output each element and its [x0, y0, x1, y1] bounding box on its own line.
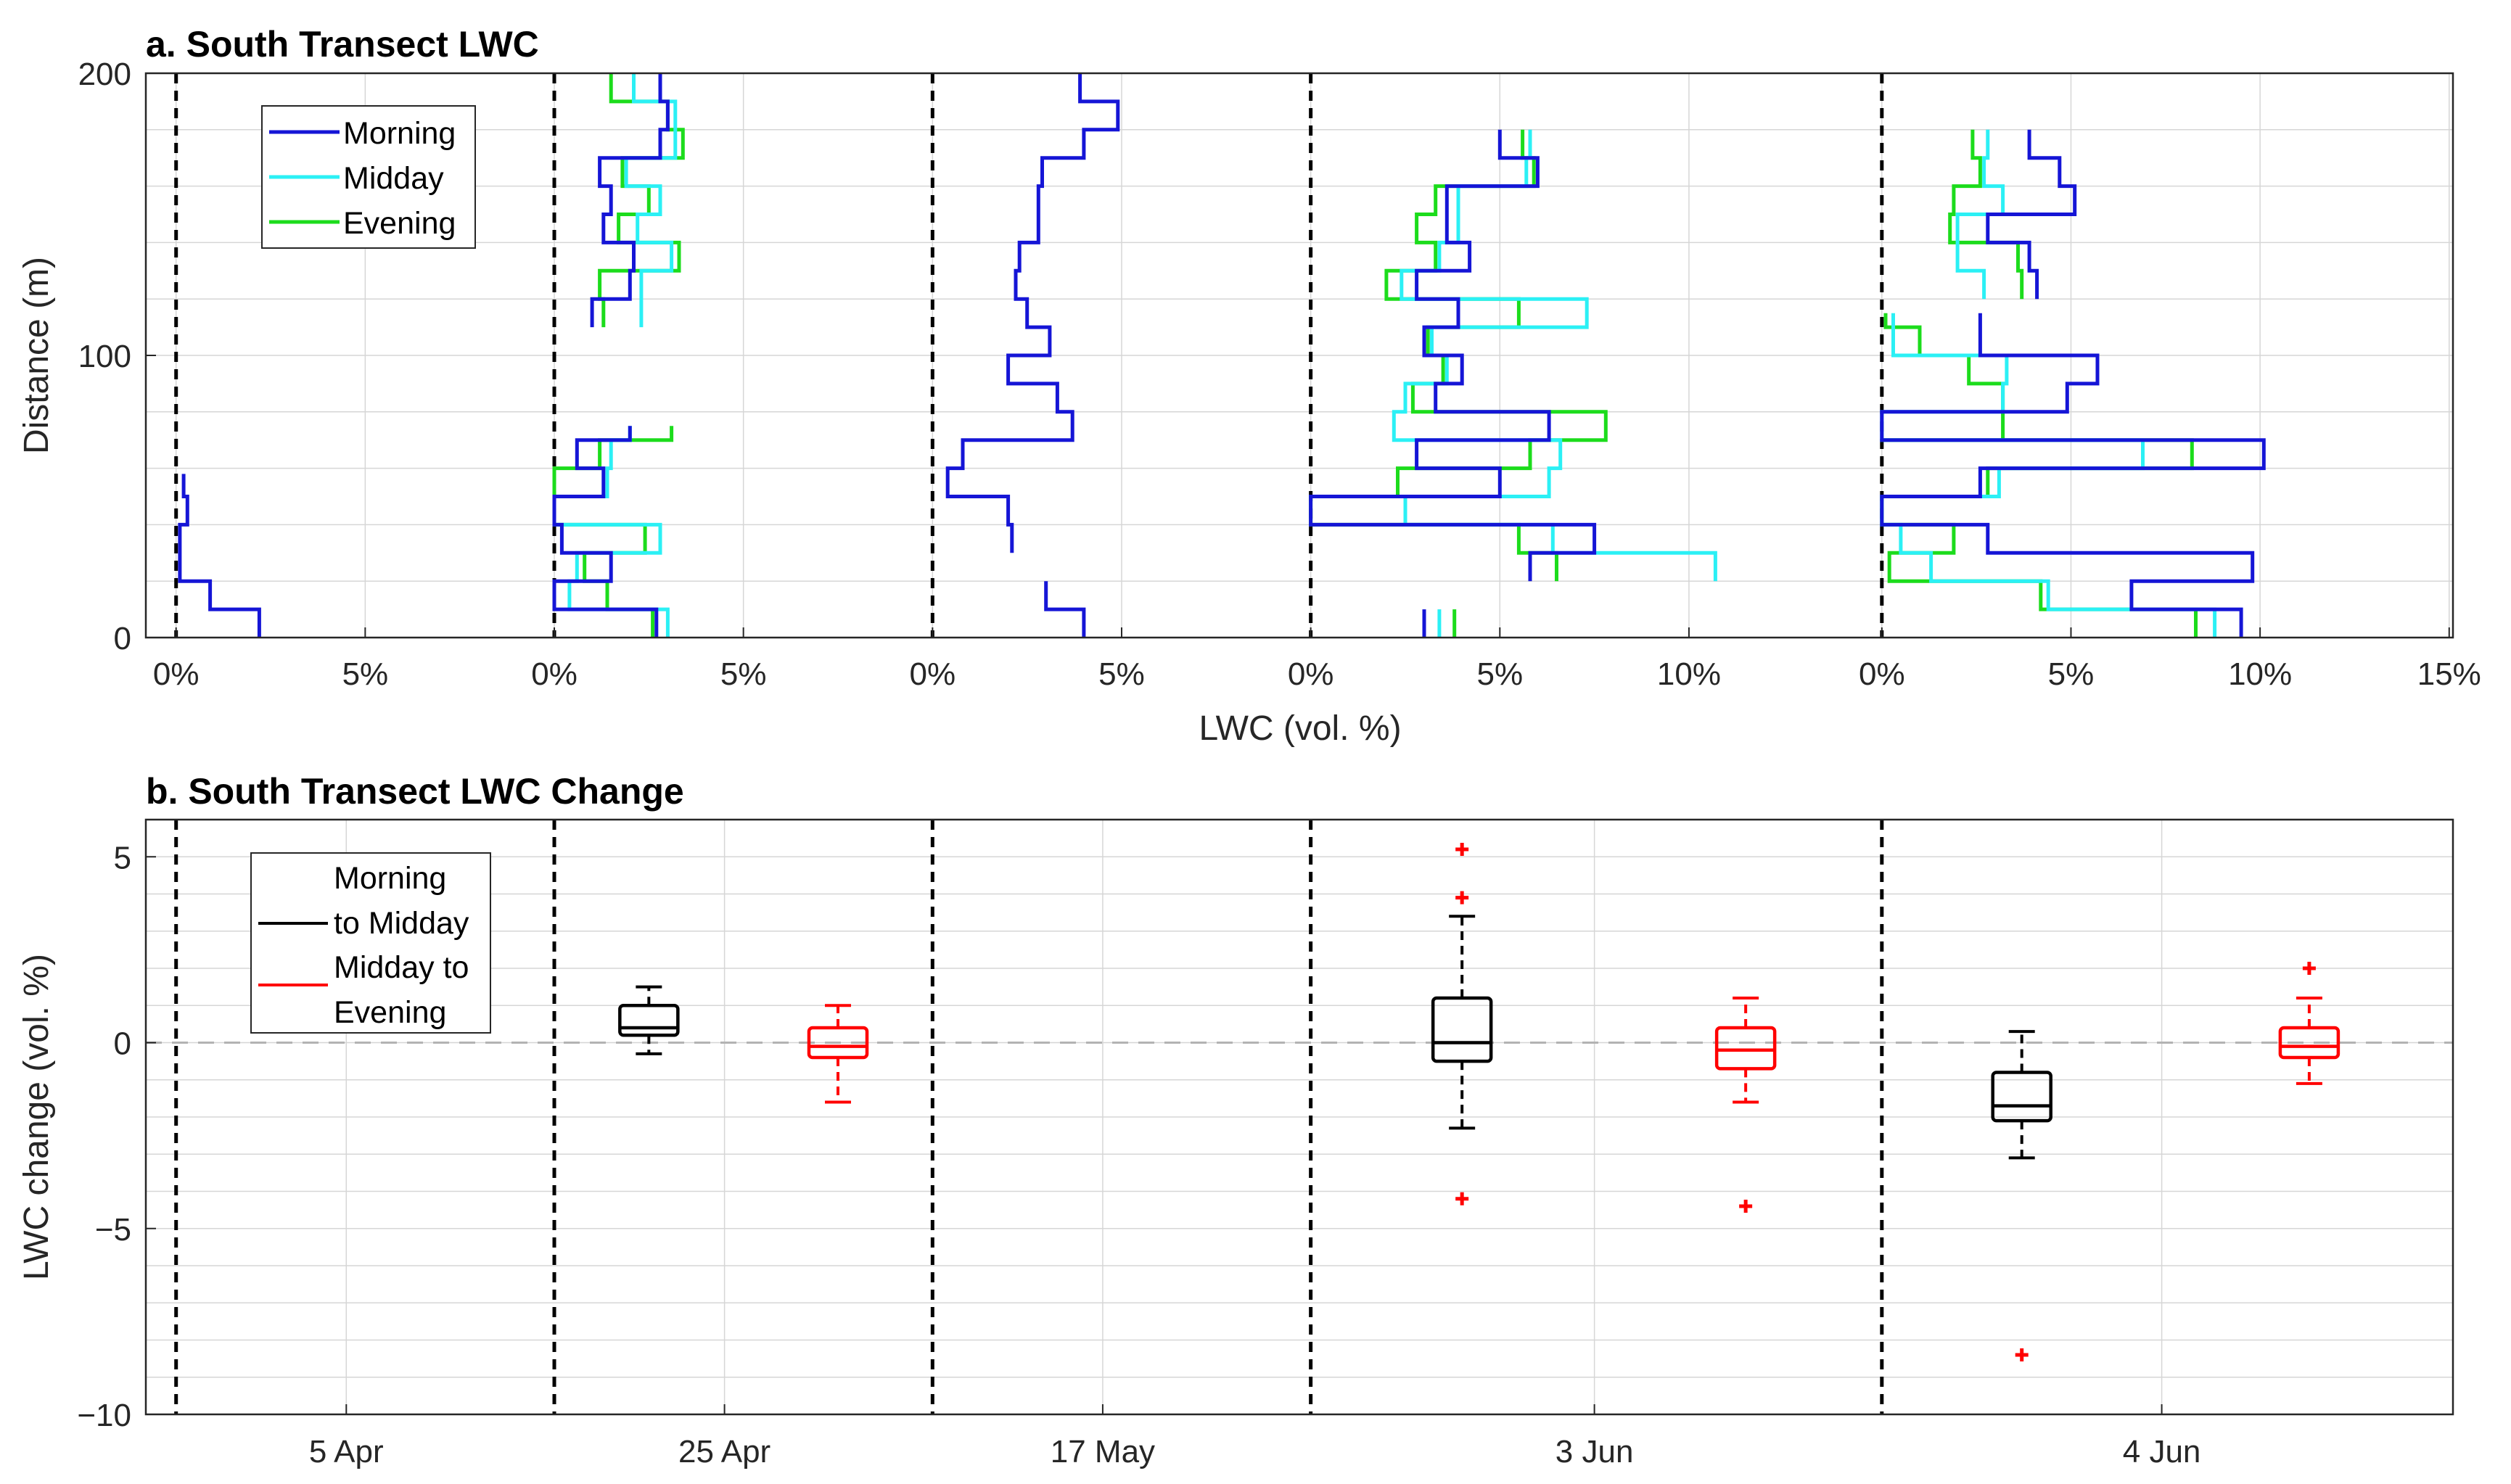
legend-morning-to-midday-label: Morning to Midday [334, 861, 469, 941]
legend-morning-to-midday-line2: to Midday [334, 906, 469, 941]
x-tick-label: 5% [2048, 656, 2095, 692]
series-line-evening-day1 [552, 426, 674, 638]
box-iqr [618, 1004, 680, 1037]
x-tick-label: 5% [720, 656, 767, 692]
panel-a-xlabel: LWC (vol. %) [1199, 709, 1401, 748]
panel-b-ylabel: LWC change (vol. %) [17, 954, 56, 1280]
y-tick-label: 0 [114, 1026, 131, 1062]
box-iqr [1431, 996, 1493, 1063]
panel-b-title: b. South Transect LWC Change [146, 771, 684, 812]
x-tick-label: 15% [2417, 656, 2481, 692]
panel-a-ticks: 0 100 200 0% 5% 0% 5% 0% 5% 0% 5% 10% 0% 5% 10% 15% [78, 57, 2481, 692]
series-line-morning-day1 [552, 426, 659, 638]
x-tick-label: 5% [1098, 656, 1145, 692]
legend-midday-to-evening-line2: Evening [334, 995, 446, 1030]
category-label: 5 Apr [309, 1434, 384, 1469]
series-line-morning-day4 [1986, 129, 2077, 300]
panel-b-ticks: −10 −5 0 5 5 Apr 25 Apr 17 May 3 Jun 4 Jun [77, 840, 2200, 1469]
series-line-morning-day2 [1044, 581, 1086, 638]
category-label: 4 Jun [2123, 1434, 2201, 1469]
box-midday-evening [2278, 962, 2341, 1085]
panel-a-legend: Morning Midday Evening [261, 105, 476, 249]
panel-b-day-dividers [174, 820, 1884, 1414]
series-line-evening-day4 [1948, 129, 2024, 300]
legend-midday-to-evening-line1: Midday to [334, 950, 469, 985]
panel-b-grid [146, 819, 2453, 1415]
outlier-marker [1455, 1192, 1469, 1205]
y-tick-label: 0 [114, 621, 131, 656]
panel-b: b. South Transect LWC Change −10 −5 0 5 5 Ap… [17, 771, 2454, 1469]
series-line-midday-day4 [1880, 313, 2217, 638]
series-line-morning-day4 [1880, 313, 2266, 638]
outlier-marker [1739, 1200, 1753, 1213]
box-morning-midday [618, 985, 680, 1055]
x-tick-label: 0% [910, 656, 956, 692]
panel-a: a. South Transect LWC 0 100 200 0% 5% 0% 5% 0% 5… [17, 24, 2481, 748]
series-line-midday-day1 [624, 73, 678, 328]
x-tick-label: 0% [153, 656, 200, 692]
legend-evening-label: Evening [343, 206, 456, 241]
x-tick-label: 0% [1288, 656, 1334, 692]
box-iqr [2278, 1026, 2341, 1060]
outlier-marker [1455, 843, 1469, 856]
category-label: 17 May [1051, 1434, 1155, 1469]
y-tick-label: −10 [77, 1398, 131, 1433]
legend-midday-to-evening-label: Midday to Evening [334, 950, 477, 1030]
series-line-evening-day4 [1880, 313, 2198, 638]
panel-b-boxes [146, 843, 2453, 1361]
legend-morning-label: Morning [343, 116, 456, 151]
box-morning-midday [1991, 1030, 2052, 1361]
legend-b-box [250, 852, 491, 1034]
series-line-morning-day0 [178, 474, 261, 638]
y-tick-label: 100 [78, 339, 131, 374]
box-midday-evening [1714, 997, 1777, 1213]
box-iqr [807, 1026, 869, 1060]
legend-midday-label: Midday [343, 161, 444, 196]
panel-a-series [178, 73, 2266, 638]
outlier-marker [2302, 962, 2316, 975]
box-iqr [1714, 1026, 1777, 1071]
x-tick-label: 5% [342, 656, 389, 692]
outlier-marker [2015, 1348, 2029, 1361]
series-line-midday-day1 [552, 426, 670, 638]
panel-b-legend: Morning to Midday Midday to Evening [250, 852, 491, 1034]
x-tick-label: 0% [531, 656, 578, 692]
x-tick-label: 10% [2228, 656, 2292, 692]
y-tick-label: 5 [114, 840, 131, 875]
category-label: 3 Jun [1555, 1434, 1634, 1469]
x-tick-label: 10% [1657, 656, 1721, 692]
y-tick-label: 200 [78, 57, 131, 92]
box-iqr [1991, 1071, 2052, 1123]
panel-a-day-dividers [174, 73, 1884, 638]
category-label: 25 Apr [678, 1434, 770, 1469]
panel-a-title: a. South Transect LWC [146, 24, 539, 65]
series-line-morning-day1 [590, 73, 670, 328]
panel-b-axes-box [144, 818, 2454, 1416]
legend-morning-to-midday-line1: Morning [334, 861, 446, 896]
y-tick-label: −5 [95, 1212, 131, 1248]
x-tick-label: 5% [1476, 656, 1523, 692]
box-midday-evening [807, 1004, 869, 1104]
box-morning-midday [1431, 843, 1493, 1205]
series-line-morning-day2 [945, 73, 1120, 553]
outlier-marker [1455, 891, 1469, 904]
panel-a-ylabel: Distance (m) [17, 257, 56, 454]
x-tick-label: 0% [1859, 656, 1905, 692]
series-line-morning-day3 [1309, 129, 1597, 582]
